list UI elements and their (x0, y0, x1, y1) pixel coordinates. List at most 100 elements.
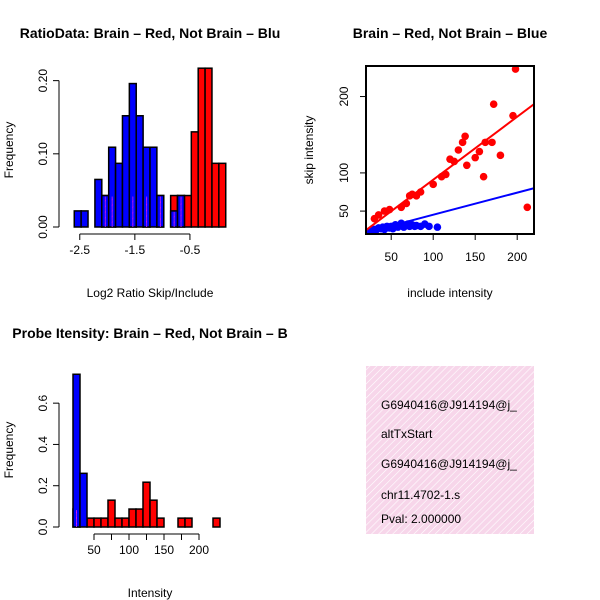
y-tick-label: 0.00 (36, 215, 50, 239)
point-brain-20 (475, 147, 484, 156)
point-brain-28 (523, 203, 532, 212)
probe-histogram: Probe Itensity: Brain – Red, Not Brain –… (2, 325, 288, 600)
ratio-ylabel: Frequency (2, 122, 16, 179)
bar-brain-5 (114, 517, 123, 528)
info-pval: Pval: 2.000000 (381, 512, 461, 526)
bar-overlap-6 (180, 196, 182, 227)
bar-brain-13 (184, 517, 193, 528)
scatter-ylabel: skip intensity (302, 116, 316, 185)
info-line-3: G6940416@J914194@j_ (381, 457, 517, 471)
ratio-title: RatioData: Brain – Red, Not Brain – Blu (20, 25, 281, 41)
scatter-xlabel: include intensity (407, 286, 492, 300)
bar-brain-7 (183, 194, 193, 228)
point-brain-27 (511, 66, 520, 73)
ratio-axes: -2.5 -1.5 -0.5 0.00 0.10 0.20 (36, 69, 201, 257)
ratio-xlabel: Log2 Ratio Skip/Include (87, 286, 214, 300)
bar-not-brain-3 (94, 178, 103, 228)
point-not-brain-27 (433, 223, 442, 231)
x-tick-label: 100 (423, 250, 443, 264)
bar-brain-10 (149, 499, 158, 528)
intensity-scatter: Brain – Red, Not Brain – Blue include in… (302, 25, 547, 300)
bar-brain-12 (218, 162, 227, 228)
point-brain-24 (489, 100, 498, 108)
bar-brain-14 (212, 517, 221, 528)
bar-brain-7 (128, 508, 137, 528)
bar-overlap-3 (146, 196, 148, 227)
bar-brain-4 (107, 499, 116, 528)
bar-not-brain-9 (135, 115, 144, 228)
bar-brain-6 (121, 517, 130, 528)
bar-not-brain-1 (79, 472, 88, 528)
y-tick-label: 50 (337, 204, 351, 218)
x-tick-label: -2.5 (69, 243, 90, 257)
bar-not-brain-6 (114, 162, 124, 228)
bar-overlap-0 (104, 196, 106, 227)
y-tick-label: 100 (337, 163, 351, 183)
x-tick-label: 50 (87, 543, 101, 557)
info-line-2: altTxStart (381, 427, 433, 441)
scatter-plot-area: 50 100 150 200 50 100 200 (337, 65, 535, 264)
scatter-frame (365, 65, 535, 235)
bar-brain-9 (197, 67, 206, 228)
bar-brain-11 (211, 162, 220, 228)
bar-brain-10 (204, 67, 213, 228)
bar-overlap-1 (111, 196, 113, 227)
x-tick-label: -1.5 (125, 243, 146, 257)
bar-overlap-5 (173, 211, 175, 227)
bar-not-brain-1 (80, 210, 89, 228)
bar-brain-3 (100, 517, 109, 528)
probe-title: Probe Itensity: Brain – Red, Not Brain –… (12, 325, 287, 341)
point-brain-15 (454, 146, 463, 154)
y-tick-label: 200 (337, 86, 351, 106)
point-brain-18 (463, 161, 471, 170)
point-brain-23 (488, 138, 496, 147)
bar-not-brain-0 (72, 373, 81, 528)
probe-axes: 50 100 150 200 0.0 0.2 0.4 0.6 (36, 394, 209, 557)
info-line-4: chr11.4702-1.s (381, 488, 460, 502)
fit-line-brain (366, 103, 534, 231)
point-not-brain-26 (425, 222, 433, 231)
point-brain-16 (458, 138, 467, 147)
info-line-1: G6940416@J914194@j_ (381, 398, 517, 412)
bar-brain-1 (86, 517, 95, 528)
bar-overlap-2 (132, 196, 134, 227)
bar-not-brain-7 (121, 115, 131, 228)
y-tick-label: 0.6 (36, 394, 50, 411)
info-background (366, 366, 534, 534)
bar-overlap-4 (159, 196, 161, 227)
y-tick-label: 0.0 (36, 518, 50, 535)
bar-overlap-0 (76, 510, 77, 527)
probe-ylabel: Frequency (2, 422, 16, 479)
bar-brain-12 (177, 517, 186, 528)
x-tick-label: 150 (465, 250, 485, 264)
point-brain-21 (479, 172, 488, 181)
y-tick-label: 0.2 (36, 477, 50, 494)
point-brain-17 (461, 132, 469, 141)
point-brain-19 (471, 153, 480, 162)
x-tick-label: 100 (119, 543, 139, 557)
x-tick-label: 150 (154, 543, 174, 557)
ratio-histogram: RatioData: Brain – Red, Not Brain – Blu … (2, 25, 280, 300)
bar-not-brain-0 (73, 210, 82, 228)
bar-brain-11 (156, 517, 165, 528)
fit-line-not-brain (366, 187, 534, 234)
scatter-marks (366, 66, 534, 234)
bar-brain-8 (135, 508, 144, 528)
y-tick-label: 0.10 (36, 142, 50, 166)
scatter-title: Brain – Red, Not Brain – Blue (353, 25, 548, 41)
point-brain-1 (374, 211, 383, 219)
point-brain-10 (429, 180, 438, 189)
x-tick-label: -0.5 (180, 243, 201, 257)
x-tick-label: 200 (507, 250, 527, 264)
y-tick-label: 0.20 (36, 69, 50, 93)
bar-brain-2 (93, 517, 102, 528)
ratio-bars (73, 67, 227, 228)
y-tick-label: 0.4 (36, 436, 50, 453)
bar-brain-9 (142, 481, 151, 528)
probe-xlabel: Intensity (128, 586, 173, 600)
probe-bars (72, 373, 221, 528)
bar-not-brain-11 (149, 146, 158, 228)
x-tick-label: 200 (189, 543, 209, 557)
point-brain-25 (496, 151, 505, 160)
